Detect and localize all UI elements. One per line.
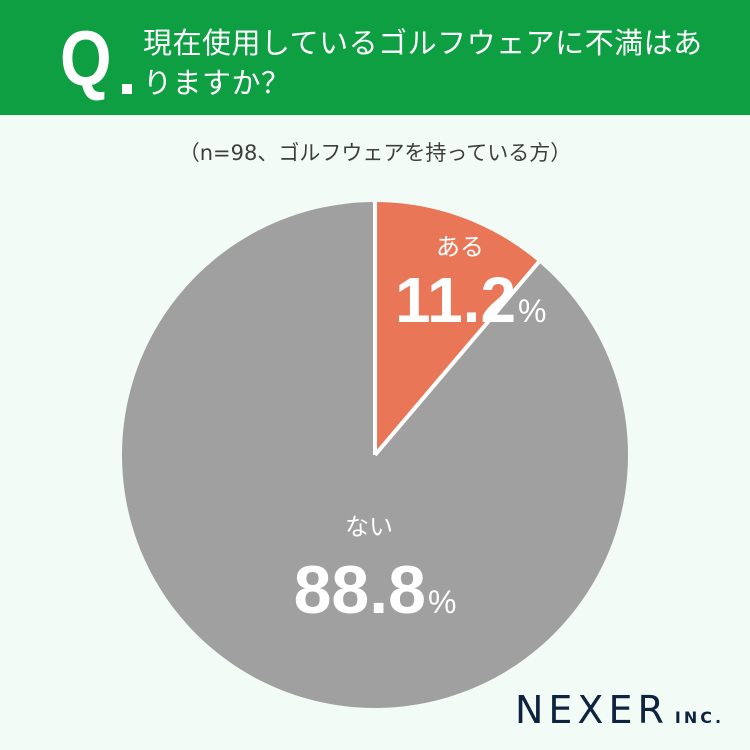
slice-separator [373,260,541,457]
slice-category-nai: ない [345,513,393,541]
nexer-logo: NEXER INC. [515,688,725,732]
question-header: Q 現在使用しているゴルフウェアに不満はありますか？ [0,0,750,115]
q-dot [122,84,132,94]
sample-size-subtitle: （n=98、ゴルフウェアを持っている方） [178,141,572,165]
slice-label-nai: ない 88.8% [250,512,500,640]
pie-slice-0 [375,202,539,455]
slice-value-aru: 11.2% [395,264,547,336]
question-text: 現在使用しているゴルフウェアに不満はありますか？ [143,26,703,100]
slice-value-nai: 88.8% [293,552,457,628]
q-mark: Q [60,14,112,102]
slice-category-aru: ある [436,233,484,261]
slice-label-aru: ある 11.2% [395,232,547,347]
